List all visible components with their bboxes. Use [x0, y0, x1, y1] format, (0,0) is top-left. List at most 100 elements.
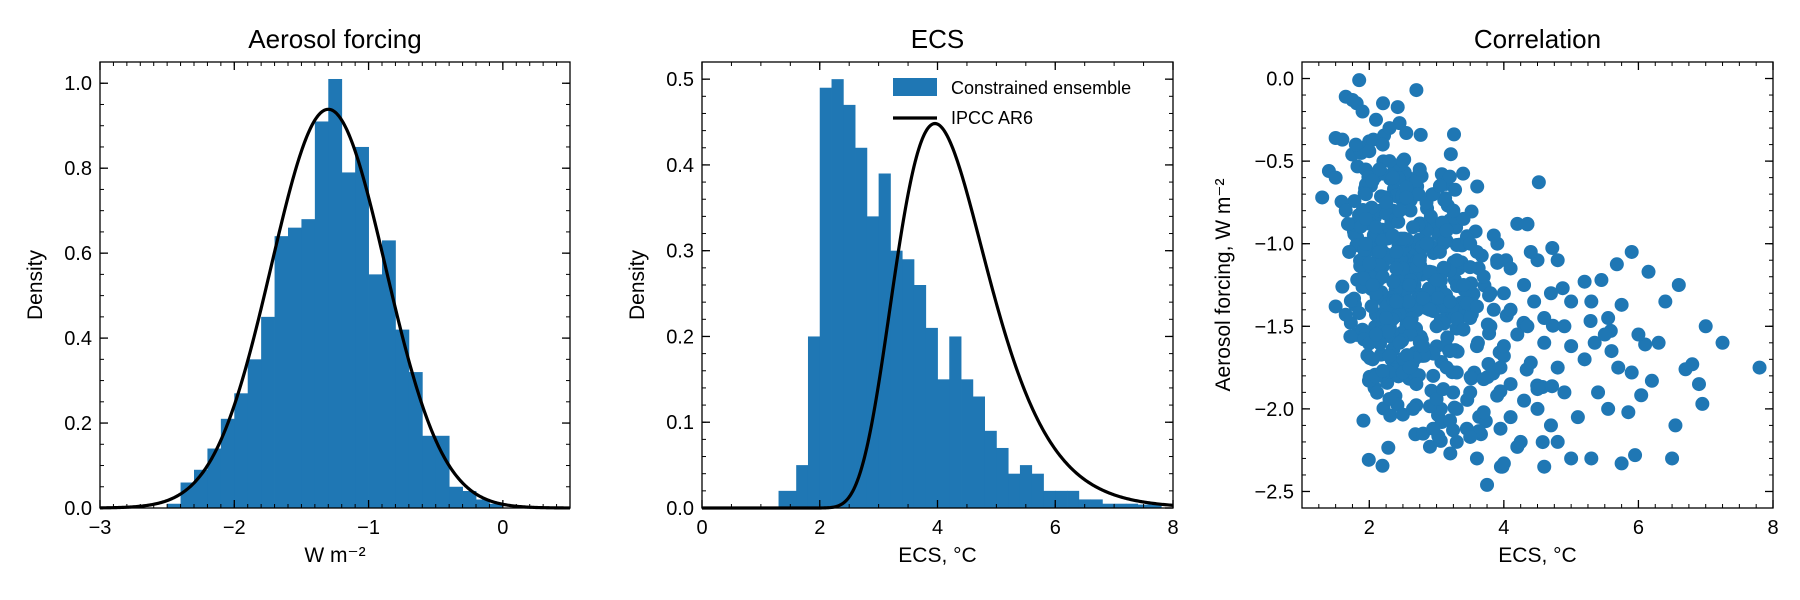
scatter-point — [1385, 170, 1400, 185]
scatter-point — [1535, 435, 1550, 450]
scatter-point — [1340, 217, 1355, 232]
histogram-bar — [890, 250, 903, 508]
y-tick-label: −2.0 — [1255, 399, 1294, 421]
scatter-point — [1402, 315, 1417, 330]
scatter-point — [1399, 126, 1414, 141]
y-axis-label: Density — [626, 249, 649, 320]
scatter-point — [1698, 319, 1713, 334]
scatter-point — [1483, 286, 1498, 301]
scatter-point — [1469, 339, 1484, 354]
x-tick-label: 0 — [696, 517, 707, 539]
scatter-point — [1385, 228, 1400, 243]
scatter-point — [1375, 458, 1390, 473]
histogram-bar — [180, 482, 195, 508]
scatter-point — [1406, 220, 1421, 235]
histogram-bar — [395, 329, 410, 508]
axes-frame — [99, 61, 571, 509]
histogram-bar — [1125, 503, 1139, 508]
scatter-point — [1456, 322, 1471, 337]
scatter-point — [1476, 269, 1491, 284]
scatter-point — [1564, 451, 1579, 466]
scatter-point — [1372, 162, 1387, 177]
scatter-point — [1537, 311, 1552, 326]
y-tick-label: 0.2 — [666, 326, 694, 348]
scatter-point — [1555, 281, 1570, 296]
scatter-point — [1463, 429, 1478, 444]
scatter-point — [1432, 244, 1447, 259]
scatter-point — [1624, 365, 1639, 380]
histogram-bar — [462, 491, 477, 508]
scatter-point — [1469, 299, 1484, 314]
histogram-bar — [489, 503, 504, 508]
histogram-bar — [449, 486, 463, 508]
scatter-point — [1389, 261, 1404, 276]
scatter-point — [1429, 273, 1444, 288]
scatter-point — [1537, 459, 1552, 474]
scatter-point — [1624, 244, 1639, 259]
histogram-bar — [819, 87, 832, 508]
histogram-bar — [1078, 499, 1091, 508]
scatter-point — [1352, 73, 1367, 88]
scatter-point — [1422, 439, 1437, 454]
scatter-point — [1375, 363, 1390, 378]
scatter-point — [1328, 299, 1343, 314]
scatter-point — [1401, 294, 1416, 309]
y-tick-label: 0.0 — [64, 498, 92, 520]
scatter-point — [1439, 223, 1454, 238]
histogram-bar — [972, 396, 985, 508]
scatter-point — [1437, 193, 1452, 208]
scatter-point — [1443, 147, 1458, 162]
histogram-bar — [355, 146, 369, 508]
y-tick-label: 0.2 — [64, 413, 92, 435]
ipcc-ar6-curve — [99, 107, 571, 510]
scatter-point — [1375, 269, 1390, 284]
scatter-point — [1628, 448, 1643, 463]
scatter-point — [1577, 274, 1592, 289]
scatter-point — [1557, 319, 1572, 334]
histogram-bar — [778, 490, 797, 508]
scatter-point — [1402, 278, 1417, 292]
scatter-point — [1409, 173, 1424, 188]
scatter-point — [1609, 257, 1624, 272]
scatter-point — [1382, 121, 1397, 136]
scatter-point — [1369, 112, 1384, 127]
scatter-point — [1577, 352, 1592, 367]
scatter-point — [1397, 231, 1412, 246]
scatter-point — [1496, 339, 1511, 354]
scatter-point — [1413, 127, 1428, 142]
x-tick-label: 4 — [932, 517, 943, 539]
scatter-point — [1447, 127, 1461, 142]
scatter-point — [1426, 421, 1441, 436]
scatter-point — [1365, 352, 1380, 367]
ecs-panel: 0 2 4 6 8 0.0 0.1 0.2 0.3 0.4 0.5 ECS ECS, °C Density… — [626, 24, 1179, 567]
scatter-point — [1352, 306, 1367, 321]
scatter-point — [1695, 396, 1710, 411]
scatter-point — [1557, 385, 1572, 400]
scatter-point — [1402, 360, 1417, 375]
x-axis-label: ECS, °C — [898, 544, 976, 567]
scatter-point — [1463, 236, 1478, 251]
x-tick-label: −3 — [89, 517, 112, 539]
y-tick-label: 0.3 — [666, 241, 694, 263]
scatter-point — [1545, 379, 1560, 394]
scatter-point — [1486, 302, 1501, 317]
scatter-point — [1370, 385, 1385, 400]
scatter-point — [1483, 319, 1498, 334]
scatter-point — [1503, 410, 1518, 425]
scatter-point — [1584, 451, 1599, 466]
histogram-bar — [1008, 473, 1021, 508]
x-tick-label: 2 — [1364, 517, 1375, 539]
histogram-bar — [1019, 465, 1033, 508]
scatter-point — [1358, 211, 1373, 226]
scatter-point — [1470, 179, 1485, 194]
scatter-point — [1550, 253, 1565, 268]
histogram-bar — [855, 147, 868, 508]
y-tick-label: −1.5 — [1255, 316, 1294, 338]
scatter-point — [1399, 180, 1414, 195]
scatter-point — [1392, 203, 1407, 218]
scatter-point — [1530, 401, 1545, 416]
scatter-point — [1490, 388, 1505, 403]
scatter-point — [1638, 337, 1653, 352]
histogram-bar — [843, 104, 856, 508]
x-tick-label: 0 — [497, 517, 508, 539]
